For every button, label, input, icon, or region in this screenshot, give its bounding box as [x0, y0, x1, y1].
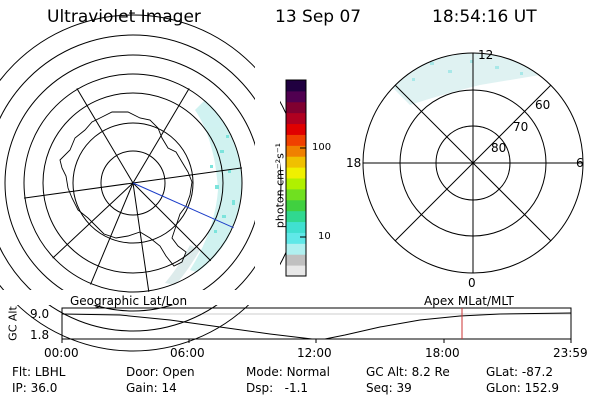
colorbar-segment [286, 145, 306, 157]
status-glon: GLon: 152.9 [486, 381, 559, 395]
status-glon-value: 152.9 [524, 381, 559, 395]
colorbar-segment [286, 199, 306, 212]
status-gcalt-value: 8.2 Re [411, 365, 450, 379]
colorbar-segment [286, 232, 306, 244]
colorbar-segment [286, 90, 306, 103]
mlt-label-0: 0 [468, 276, 476, 290]
mlt-label-12: 12 [478, 48, 494, 62]
colorbar-segment [286, 80, 306, 92]
geo-panel-label: Geographic Lat/Lon [70, 294, 188, 308]
status-glat-value: -87.2 [521, 365, 553, 379]
mlat-label-80: 80 [491, 141, 507, 155]
colorbar-segment [286, 265, 306, 277]
colorbar-segment [286, 134, 306, 146]
colorbar-segment [286, 243, 306, 255]
status-seq-value: 39 [396, 381, 412, 395]
geo-aurora-emission [165, 100, 242, 285]
status-door: Door: Open [126, 365, 195, 379]
status-dsp-value: -1.1 [284, 381, 309, 395]
mag-aurora-emission [385, 53, 540, 105]
colorbar-segment [286, 123, 306, 135]
altitude-ylabel: GC Alt [6, 306, 20, 341]
colorbar-segment [286, 156, 306, 168]
status-glat: GLat: -87.2 [486, 365, 553, 379]
colorbar-tick-10: 10 [318, 231, 331, 242]
colorbar-segment [286, 254, 306, 266]
status-dsp: Dsp: -1.1 [246, 381, 309, 395]
status-mode: Mode: Normal [246, 365, 330, 379]
colorbar-segment [286, 210, 306, 223]
status-ip-value: 36.0 [30, 381, 58, 395]
altitude-xtick: 06:00 [170, 346, 205, 360]
mlt-label-6: 6 [576, 156, 584, 170]
colorbar-segment [286, 178, 306, 190]
altitude-xtick: 12:00 [297, 346, 332, 360]
altitude-xtick: 23:59 [553, 346, 588, 360]
status-flt: Flt: LBHL [12, 365, 66, 379]
mlat-label-60: 60 [535, 98, 551, 112]
altitude-ytick-low: 1.8 [30, 328, 50, 342]
mag-panel-label: Apex MLat/MLT [424, 294, 514, 308]
colorbar-segment [286, 221, 306, 233]
mlat-mlt-panel [362, 52, 584, 274]
colorbar-segment [286, 112, 306, 125]
status-gcalt: GC Alt: 8.2 Re [366, 365, 450, 379]
status-mode-value: Normal [286, 365, 330, 379]
altitude-ytick-high: 9.0 [30, 307, 50, 321]
date-label: 13 Sep 07 [275, 7, 362, 27]
status-ip: IP: 36.0 [12, 381, 58, 395]
status-gain: Gain: 14 [126, 381, 177, 395]
status-flt-value: LBHL [34, 365, 66, 379]
colorbar-segment [286, 101, 306, 114]
geo-map-panel [0, 14, 302, 352]
status-seq: Seq: 39 [366, 381, 412, 395]
colorbar-segment [286, 188, 306, 201]
altitude-plot [61, 307, 572, 343]
time-label: 18:54:16 UT [432, 7, 537, 27]
colorbar [286, 80, 306, 277]
mlat-label-70: 70 [513, 120, 529, 134]
colorbar-segment [286, 167, 306, 179]
altitude-xtick: 18:00 [425, 346, 460, 360]
altitude-xtick: 00:00 [44, 346, 79, 360]
status-door-value: Open [162, 365, 195, 379]
colorbar-tick-100: 100 [312, 142, 332, 153]
colorbar-unit-label: photon cm⁻²s⁻¹ [273, 142, 287, 229]
status-gain-value: 14 [161, 381, 177, 395]
mlt-label-18: 18 [346, 156, 362, 170]
instrument-title: Ultraviolet Imager [47, 7, 201, 27]
